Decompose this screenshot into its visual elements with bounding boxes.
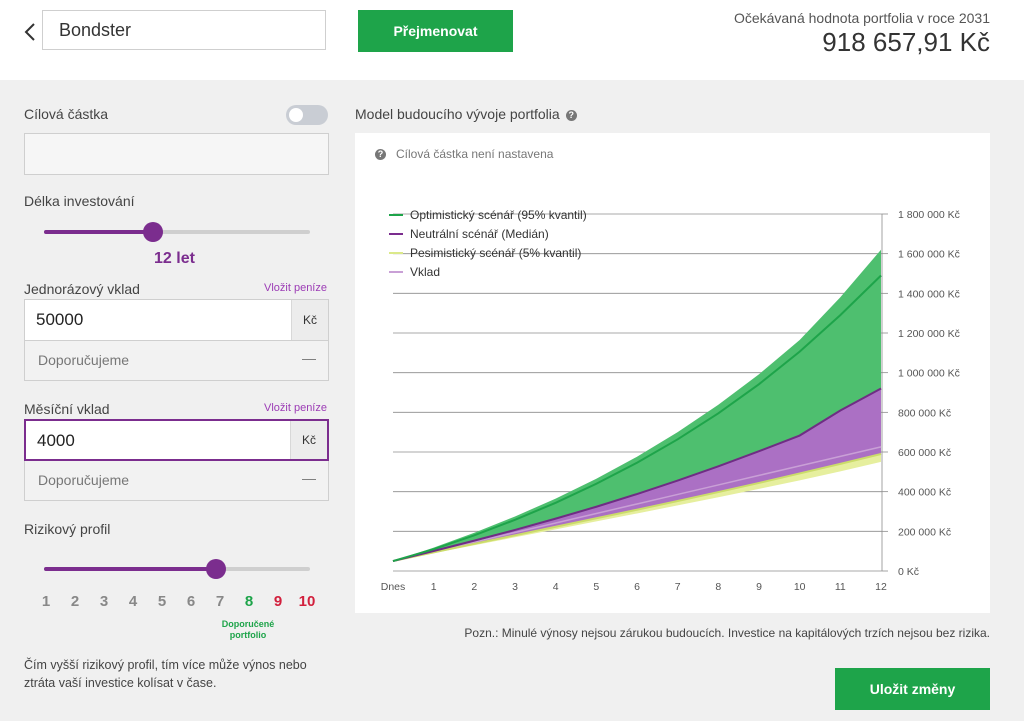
risk-profile-note: Čím vyšší rizikový profil, tím více může… [24, 658, 307, 690]
legend-label: Vklad [410, 265, 440, 279]
risk-level-8[interactable]: 8 [244, 593, 254, 610]
risk-level-3[interactable]: 3 [99, 593, 109, 610]
chart-panel: ? Cílová částka není nastavena 0 Kč 200 00… [355, 133, 990, 613]
y-tick-label: 1 000 000 Kč [898, 368, 960, 380]
risk-profile-slider[interactable] [44, 559, 310, 579]
x-tick-label: 7 [675, 581, 681, 593]
y-tick-label: 200 000 Kč [898, 526, 951, 538]
x-tick-label: 1 [431, 581, 437, 593]
risk-level-5[interactable]: 5 [157, 593, 167, 610]
x-tick-label: 6 [634, 581, 640, 593]
rename-button[interactable]: Přejmenovat [358, 10, 513, 52]
monthly-deposit-link[interactable]: Vložit peníze [264, 402, 327, 414]
risk-level-9[interactable]: 9 [273, 593, 283, 610]
x-tick-label: 3 [512, 581, 518, 593]
monthly-reco-value: — [302, 470, 316, 486]
one-time-deposit-unit: Kč [291, 300, 328, 340]
one-time-reco-label: Doporučujeme [38, 352, 130, 368]
duration-slider-fill [44, 230, 153, 234]
risk-level-6[interactable]: 6 [186, 593, 196, 610]
expected-value-label: Očekávaná hodnota portfolia v roce 2031 [733, 10, 990, 26]
y-tick-label: 1 200 000 Kč [898, 328, 960, 340]
x-tick-label: 2 [471, 581, 477, 593]
y-tick-label: 1 600 000 Kč [898, 249, 960, 261]
optimistic-line [392, 274, 882, 563]
monthly-deposit-label: Měsíční vklad [24, 401, 110, 417]
x-tick-label: 12 [875, 581, 887, 593]
legend-label: Pesimistický scénář (5% kvantil) [410, 246, 581, 260]
target-not-set-text: Cílová částka není nastavena [396, 147, 554, 161]
target-not-set-note: ? Cílová částka není nastavena [375, 147, 553, 161]
target-amount-label: Cílová částka [24, 106, 109, 122]
portfolio-name-input[interactable] [42, 10, 326, 50]
model-title-text: Model budoucího vývoje portfolia [355, 106, 560, 122]
legend-label: Optimistický scénář (95% kvantil) [410, 208, 587, 222]
risk-level-10[interactable]: 10 [298, 593, 316, 610]
risk-levels: 1 2 3 4 5 6 7 8 9 10 [36, 593, 326, 615]
legend-label: Neutrální scénář (Medián) [410, 227, 549, 241]
projection-chart: 0 Kč 200 000 Kč 400 000 Kč 600 000 Kč 800 00… [381, 208, 960, 593]
y-tick-label: 0 Kč [898, 566, 919, 578]
y-tick-label: 1 400 000 Kč [898, 288, 960, 300]
monthly-reco-label: Doporučujeme [38, 472, 130, 488]
target-amount-toggle[interactable] [286, 105, 328, 125]
median-band [393, 388, 881, 562]
risk-level-7[interactable]: 7 [215, 593, 225, 610]
x-tick-label: 9 [756, 581, 762, 593]
one-time-deposit-field[interactable]: 50000 Kč [24, 299, 329, 341]
x-tick-label: 4 [553, 581, 559, 593]
duration-slider-thumb[interactable] [142, 222, 163, 242]
duration-slider[interactable] [44, 222, 310, 242]
y-tick-label: 800 000 Kč [898, 407, 951, 419]
top-bar: Přejmenovat Očekávaná hodnota portfolia … [0, 0, 1024, 80]
optimistic-band [393, 249, 881, 562]
recommended-portfolio-note: Doporučené portfolio [221, 619, 275, 640]
one-time-deposit-value: 50000 [36, 310, 84, 329]
y-tick-label: 1 800 000 Kč [898, 209, 960, 221]
y-tick-label: 400 000 Kč [898, 487, 951, 499]
risk-slider-fill [44, 567, 217, 571]
risk-level-2[interactable]: 2 [70, 593, 80, 610]
deposit-line [392, 446, 882, 562]
one-time-deposit-label: Jednorázový vklad [24, 281, 140, 297]
monthly-deposit-unit: Kč [290, 421, 327, 459]
toggle-knob [289, 108, 303, 122]
x-tick-label: 11 [835, 581, 846, 593]
risk-slider-thumb[interactable] [206, 559, 227, 579]
median-line [392, 387, 882, 563]
risk-level-4[interactable]: 4 [128, 593, 138, 610]
one-time-reco-value: — [302, 350, 316, 366]
x-tick-label: 8 [715, 581, 721, 593]
save-changes-button[interactable]: Uložit změny [835, 668, 990, 710]
monthly-recommendation: Doporučujeme — [24, 461, 329, 501]
monthly-deposit-value: 4000 [37, 431, 75, 450]
disclaimer: Pozn.: Minulé výnosy nejsou zárukou budo… [464, 626, 990, 640]
x-tick-label: Dnes [381, 581, 406, 593]
monthly-deposit-field[interactable]: 4000 Kč [24, 419, 329, 461]
y-tick-label: 600 000 Kč [898, 447, 951, 459]
risk-profile-label: Rizikový profil [24, 521, 111, 537]
x-tick-label: 10 [794, 581, 806, 593]
duration-label: Délka investování [24, 193, 135, 209]
chevron-left-icon [24, 23, 35, 41]
duration-value: 12 let [154, 250, 195, 267]
one-time-recommendation: Doporučujeme — [24, 341, 329, 381]
help-icon[interactable]: ? [565, 109, 577, 121]
help-icon: ? [375, 149, 386, 161]
pessimistic-line [392, 453, 882, 563]
target-amount-input[interactable] [24, 133, 329, 175]
x-tick-label: 5 [593, 581, 599, 593]
model-title: Model budoucího vývoje portfolia? [355, 106, 577, 122]
risk-level-1[interactable]: 1 [41, 593, 51, 610]
one-time-deposit-link[interactable]: Vložit peníze [264, 282, 327, 294]
expected-value: 918 657,91 Kč [822, 27, 990, 57]
back-button[interactable] [20, 18, 40, 46]
